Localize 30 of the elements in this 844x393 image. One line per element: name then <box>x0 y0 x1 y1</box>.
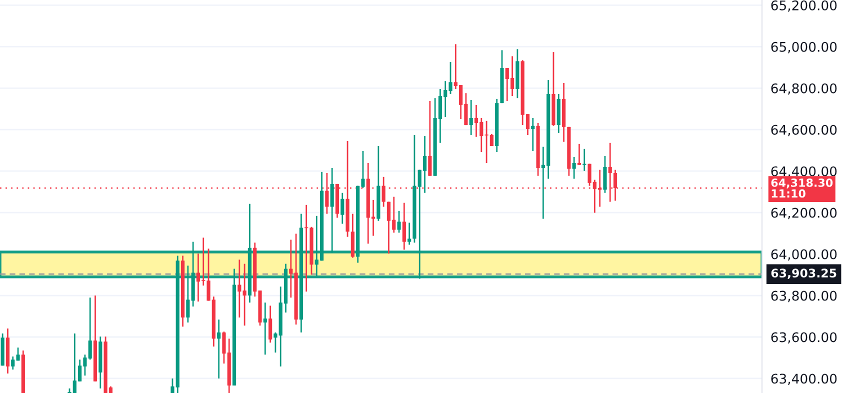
candlestick <box>469 99 473 136</box>
candlestick <box>268 304 272 344</box>
ref-line-label: 64,318.30 <box>771 178 833 188</box>
y-tick-label: 63,600.00 <box>771 332 837 344</box>
y-tick-label: 64,800.00 <box>771 83 837 95</box>
y-tick-label: 65,200.00 <box>771 0 837 12</box>
candlestick <box>408 222 412 246</box>
candlestick <box>242 263 246 326</box>
candlestick <box>428 100 432 177</box>
y-tick-label: 64,600.00 <box>771 124 837 136</box>
candlestick <box>382 176 386 208</box>
y-tick-label: 64,400.00 <box>771 166 837 178</box>
candlestick <box>572 156 576 180</box>
y-tick-label: 64,200.00 <box>771 208 837 220</box>
ref-line-label: 63,903.25 <box>771 268 836 280</box>
candlestick <box>582 148 586 172</box>
candlestick <box>263 302 267 356</box>
y-tick-label: 64,000.00 <box>771 249 837 261</box>
candlestick <box>238 258 242 318</box>
candlestick <box>217 318 221 380</box>
candlestick <box>340 192 344 224</box>
y-tick-label: 63,800.00 <box>771 290 837 302</box>
candlestick <box>531 117 535 152</box>
text: 11:10 <box>772 189 806 198</box>
candlestick <box>603 155 607 194</box>
y-tick-label: 65,000.00 <box>771 42 837 54</box>
candlestick <box>402 202 406 250</box>
candlestick <box>397 210 401 234</box>
y-tick-label: 63,400.00 <box>771 374 837 386</box>
candlestick <box>577 143 582 166</box>
